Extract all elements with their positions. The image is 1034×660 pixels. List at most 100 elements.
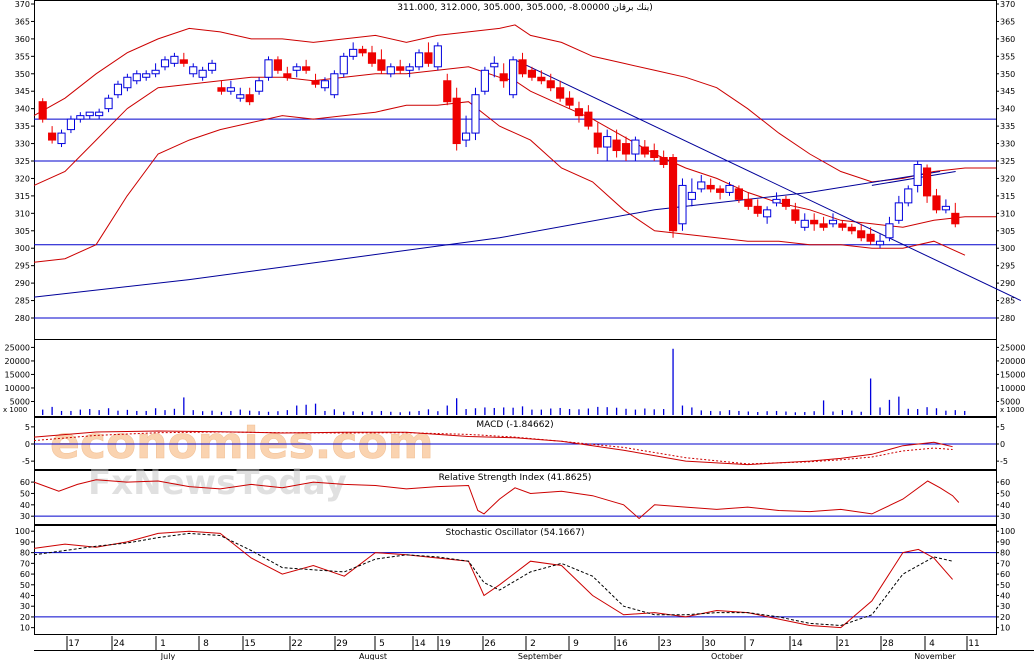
price-y-label-left: 305 [15,227,30,236]
candle-body [179,59,188,64]
price-y-label-right: 340 [1000,105,1015,114]
candle-body [217,87,226,92]
x-day-label: 23 [660,639,671,649]
candle-body [913,163,922,186]
candle-body [687,191,696,200]
candle-body [621,143,631,155]
rsi-y-label-left: 50 [20,489,30,498]
macd-plot [33,430,996,466]
volume-unit-label-right: x 1000 [1000,406,1024,414]
candle-body [367,52,377,64]
candle-body [142,73,151,78]
price-y-label-right: 345 [1000,87,1015,96]
candle-body [725,184,734,193]
stochastic-y-label-right: 30 [1000,602,1010,611]
candle-body [650,150,659,159]
x-day-label: 2 [530,639,536,649]
candle-body [292,66,301,71]
bollinger-lower-line [33,101,966,263]
stochastic-k-line [33,530,953,629]
price-y-label-left: 300 [15,244,30,253]
candle-body [330,73,339,96]
candle-body [424,52,433,64]
candle-body [339,55,348,75]
macd-y-label-left: 0 [25,440,30,449]
price-y-label-left: 325 [15,157,30,166]
macd-y-label-left: -5 [22,457,30,466]
rsi-y-label-right: 30 [1000,512,1010,521]
candle-body [452,97,461,145]
candle-body [593,132,602,148]
x-day-label: 11 [968,639,979,649]
x-day-label: 8 [203,639,209,649]
price-y-label-right: 355 [1000,52,1015,61]
stochastic-y-label-left: 100 [15,527,30,536]
volume-plot [42,348,966,415]
price-panel-frame [34,0,997,340]
price-y-label-right: 360 [1000,35,1015,44]
candle-body [76,115,85,120]
candle-body [574,108,584,117]
stochastic-y-label-left: 60 [20,570,30,579]
price-y-label-left: 315 [15,192,30,201]
candle-body [57,132,66,145]
candle-body [932,195,941,211]
x-day-label: 14 [414,639,426,649]
candle-body [951,212,960,225]
price-y-label-right: 350 [1000,70,1015,79]
price-y-label-left: 290 [15,279,30,288]
x-day-label: 16 [616,639,628,649]
candle-body [603,136,612,148]
candle-body [819,223,828,228]
candle-body [612,139,621,152]
x-day-label: 15 [244,639,255,649]
candle-body [48,132,57,141]
candle-body [857,230,866,239]
candle-body [189,66,198,75]
candle-body [358,48,367,54]
candle-body [753,205,762,214]
candle-body [810,219,819,225]
candle-body [518,59,527,75]
candle-body [941,205,950,211]
price-y-label-left: 295 [15,262,30,271]
candle-body [386,66,395,75]
candle-body [132,73,141,82]
candle-body [38,101,47,120]
price-y-label-left: 280 [15,314,30,323]
rsi-plot [33,479,996,520]
candle-body [66,118,76,131]
candle-body [377,59,386,71]
candle-body [828,219,838,225]
candle-body [245,94,254,103]
candle-body [866,233,875,242]
price-y-label-right: 365 [1000,17,1015,26]
candle-body [847,226,856,232]
candle-body [283,73,292,78]
candle-body [509,59,518,96]
candle-body [207,62,217,71]
macd-y-label-right: 5 [1000,423,1005,432]
candle-body [640,146,649,155]
price-y-label-left: 355 [15,52,30,61]
x-day-label: 14 [791,639,803,649]
price-y-label-right: 295 [1000,262,1015,271]
macd-title: MACD (-1.84662) [476,420,553,430]
candle-body [123,76,132,89]
moving-average-line [33,171,941,298]
x-month-label: August [359,652,387,660]
candle-body [697,181,706,190]
candle-body [716,188,725,193]
x-day-label: 17 [68,639,79,649]
stochastic-y-label-left: 30 [20,602,30,611]
candle-body [791,209,800,221]
price-y-label-left: 350 [15,70,30,79]
volume-y-label-right: 15000 [1000,370,1025,379]
price-y-label-left: 360 [15,35,30,44]
volume-y-label-left: 15000 [5,370,30,379]
watermark-fxnewstoday: FxNewsToday [88,463,347,503]
candle-body [659,157,668,165]
candle-body [772,198,781,204]
stochastic-d-line [33,532,953,627]
